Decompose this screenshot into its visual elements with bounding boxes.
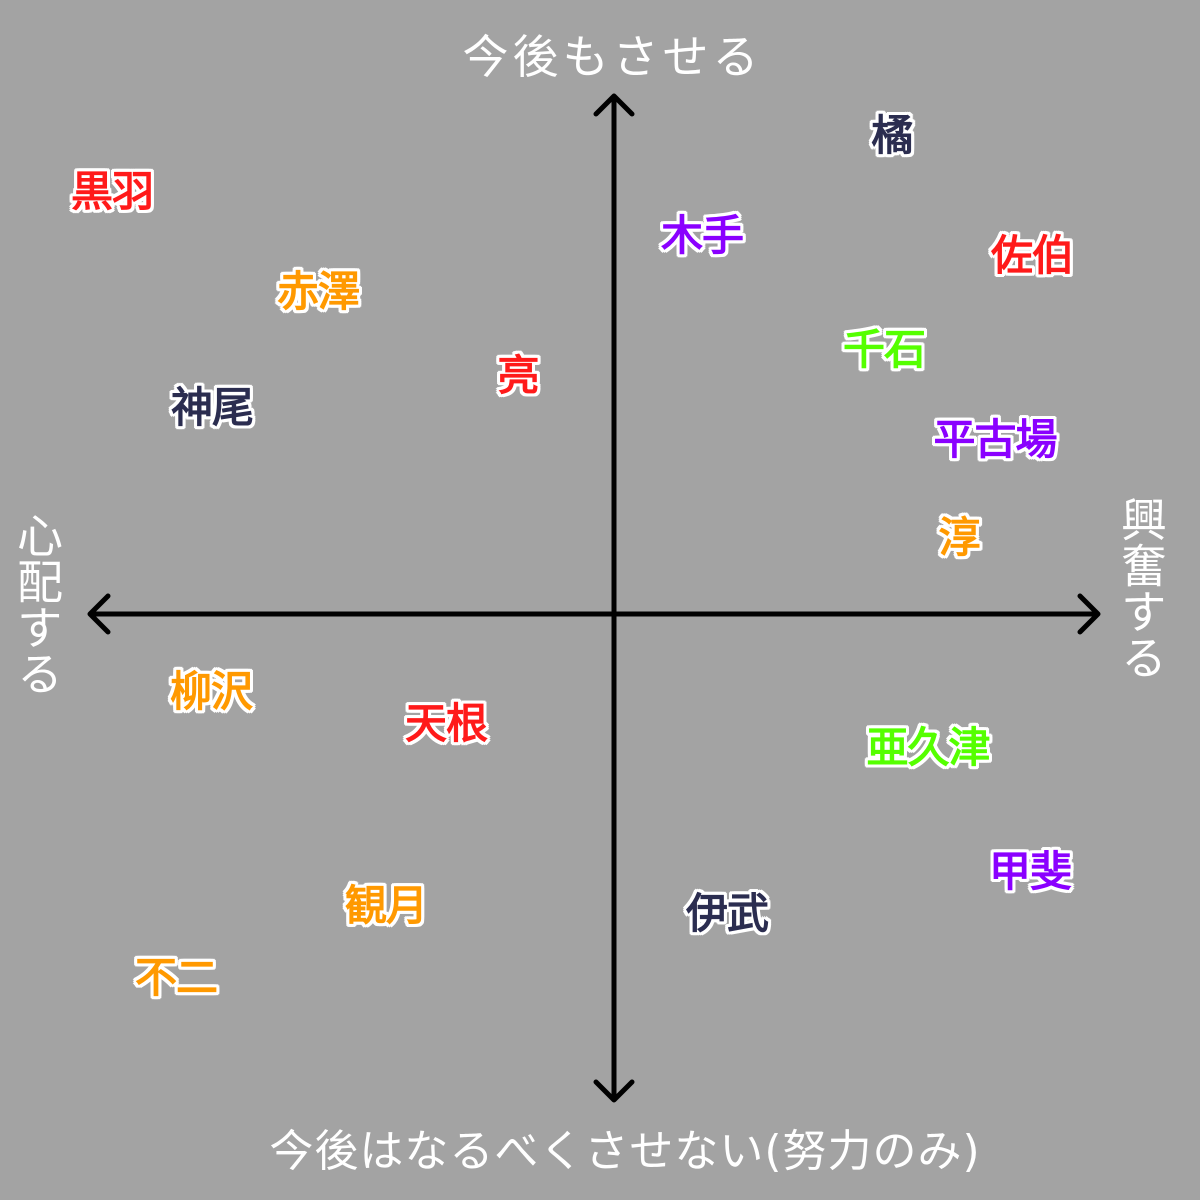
name-label: 亮 bbox=[497, 351, 539, 400]
name-label: 不二 bbox=[134, 953, 218, 1002]
name-label: 黒羽 bbox=[70, 167, 154, 216]
arrow-right-icon bbox=[1077, 593, 1101, 635]
arrow-down-icon bbox=[593, 1079, 635, 1103]
name-label: 神尾 bbox=[170, 383, 254, 432]
name-label: 亜久津 bbox=[866, 723, 990, 772]
arrow-left-icon bbox=[87, 593, 111, 635]
name-label: 木手 bbox=[660, 211, 744, 260]
arrow-up-icon bbox=[593, 93, 635, 117]
axis-label-right: 興奮する bbox=[1114, 496, 1168, 680]
name-label: 柳沢 bbox=[169, 667, 253, 716]
axis-label-top: 今後もさせる bbox=[462, 30, 763, 84]
name-label: 伊武 bbox=[685, 889, 769, 938]
name-label: 観月 bbox=[344, 881, 428, 930]
name-label: 天根 bbox=[404, 699, 488, 748]
name-label: 淳 bbox=[938, 513, 980, 562]
name-label: 赤澤 bbox=[276, 267, 360, 316]
name-label: 平古場 bbox=[933, 415, 1057, 464]
axis-label-bottom: 今後はなるべくさせない(努力のみ) bbox=[269, 1126, 981, 1177]
name-label: 佐伯 bbox=[990, 231, 1074, 280]
axis-label-left: 心配する bbox=[10, 512, 64, 696]
name-label: 橘 bbox=[871, 111, 913, 160]
name-label: 甲斐 bbox=[988, 847, 1072, 896]
name-label: 千石 bbox=[842, 325, 926, 374]
